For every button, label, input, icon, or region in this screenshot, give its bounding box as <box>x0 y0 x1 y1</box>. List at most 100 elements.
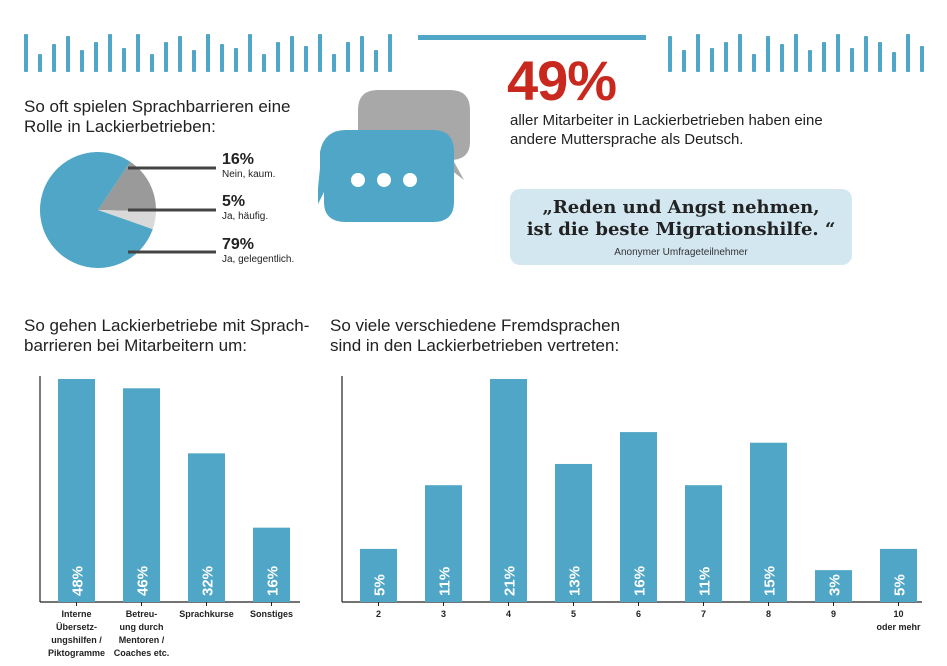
bar-value-label: 11% <box>437 567 454 596</box>
quote-box: „Reden und Angst nehmen, ist die beste M… <box>510 189 852 265</box>
x-tick-label: Sonstiges <box>232 608 312 621</box>
x-tick-label-line: 6 <box>635 609 641 619</box>
x-tick-label-line: 7 <box>700 609 706 619</box>
decorative-bar <box>388 34 392 72</box>
x-tick-label-line: ungshilfen / <box>51 635 102 645</box>
x-tick-label-line: 3 <box>440 609 446 619</box>
bar-value-label: 21% <box>502 566 519 596</box>
decorative-bar <box>738 34 742 72</box>
bar <box>880 548 917 602</box>
x-tick-label-line: 4 <box>505 609 511 619</box>
decorative-bar <box>164 42 168 72</box>
bar-chart-1: 48% 46% 32% 16% <box>39 376 300 606</box>
pie-value-gelegentlich: 79% <box>222 236 255 253</box>
pie-slice <box>98 161 156 212</box>
x-tick-label: Sprachkurse <box>167 608 247 621</box>
bar-chart-2-title: So viele verschiedene Fremdsprachen sind… <box>330 316 621 355</box>
bar <box>490 379 527 602</box>
x-tick-label: 3 <box>404 608 484 621</box>
bar <box>620 432 657 602</box>
decorative-bar <box>710 48 714 72</box>
pie-chart-title: So oft spielen Sprachbarrieren eine Roll… <box>24 97 291 136</box>
decorative-bar <box>892 52 896 72</box>
decorative-bar <box>66 36 70 72</box>
decorative-bar <box>24 34 28 72</box>
decorative-bar <box>304 46 308 72</box>
stat-value: 49% <box>507 49 617 112</box>
decorative-bar <box>318 34 322 72</box>
pie-value-nein: 16% <box>222 151 255 168</box>
decorative-bar <box>94 42 98 72</box>
decorative-bar <box>808 50 812 72</box>
x-tick-label: 6 <box>599 608 679 621</box>
decorative-bar <box>794 34 798 72</box>
decorative-bar <box>822 42 826 72</box>
x-tick-label: Interne Übersetz-ungshilfen / Piktogramme <box>37 608 117 660</box>
decorative-bar <box>136 34 140 72</box>
decorative-bar <box>178 36 182 72</box>
bar <box>555 463 592 602</box>
pie-label-nein: Nein, kaum. <box>222 169 276 180</box>
x-tick-label-line: Mentoren / <box>118 635 165 645</box>
decorative-bar <box>360 36 364 72</box>
decorative-bar <box>192 50 196 72</box>
x-tick-label-line: Sonstiges <box>249 609 293 619</box>
pie-legend-gelegentlich: 79% Ja, gelegentlich. <box>222 236 294 265</box>
decorative-bar <box>290 36 294 72</box>
bar-chart-1-title: So gehen Lackierbetriebe mit Sprach- bar… <box>24 316 310 355</box>
decorative-bar <box>878 42 882 72</box>
bar <box>123 388 160 602</box>
speech-bubbles-icon <box>318 90 470 222</box>
bar <box>360 548 397 602</box>
decorative-bar <box>682 50 686 72</box>
decorative-bar <box>150 54 154 72</box>
bar-value-label: 5% <box>892 574 909 596</box>
decorative-bar <box>696 34 700 72</box>
x-tick-label: 4 <box>469 608 549 621</box>
x-tick-label-line: Betreu- <box>125 609 158 619</box>
decorative-bar <box>780 44 784 72</box>
decorative-bar <box>220 44 224 72</box>
x-tick-label-line: 10 <box>893 609 904 619</box>
bar <box>253 527 290 602</box>
x-tick-label-line: 9 <box>830 609 836 619</box>
quote-text: „Reden und Angst nehmen, ist die beste M… <box>526 197 836 240</box>
decorative-bar <box>52 44 56 72</box>
x-tick-label: 8 <box>729 608 809 621</box>
pie-label-gelegentlich: Ja, gelegentlich. <box>222 254 295 265</box>
decorative-bar <box>864 36 868 72</box>
x-tick-label: Betreu-ung durch Mentoren / Coaches etc. <box>102 608 182 660</box>
decorative-bar <box>332 54 336 72</box>
decorative-bar <box>234 48 238 72</box>
bar-value-label: 48% <box>70 566 87 596</box>
decorative-bar <box>206 34 210 72</box>
decorative-bar <box>374 50 378 72</box>
bar-value-label: 16% <box>632 566 649 596</box>
bar-value-label: 15% <box>762 566 779 596</box>
x-tick-label-line: Interne <box>61 609 92 619</box>
decorative-bar <box>248 34 252 72</box>
bar <box>58 379 95 602</box>
decorative-bar <box>346 42 350 72</box>
pie-chart <box>40 152 216 268</box>
decorative-bar <box>668 36 672 72</box>
x-tick-label-line: 8 <box>765 609 771 619</box>
decorative-bar <box>850 48 854 72</box>
x-tick-label: 10 oder mehr <box>859 608 939 634</box>
x-tick-label-line: oder mehr <box>876 622 921 632</box>
bar-value-label: 16% <box>265 566 282 596</box>
decorative-bar <box>108 34 112 72</box>
bar-value-label: 13% <box>567 566 584 596</box>
pie-legend-nein: 16% Nein, kaum. <box>222 151 275 180</box>
x-tick-label: 5 <box>534 608 614 621</box>
bar <box>815 570 852 602</box>
decorative-bars-left <box>24 30 396 72</box>
bar <box>750 442 787 602</box>
bar <box>188 453 225 602</box>
decorative-bar <box>752 54 756 72</box>
decorative-bar <box>38 54 42 72</box>
bar-value-label: 3% <box>827 574 844 596</box>
bar-value-label: 46% <box>135 566 152 596</box>
quote-author: Anonymer Umfrageteilnehmer <box>614 247 748 258</box>
x-tick-label-line: 5 <box>570 609 576 619</box>
